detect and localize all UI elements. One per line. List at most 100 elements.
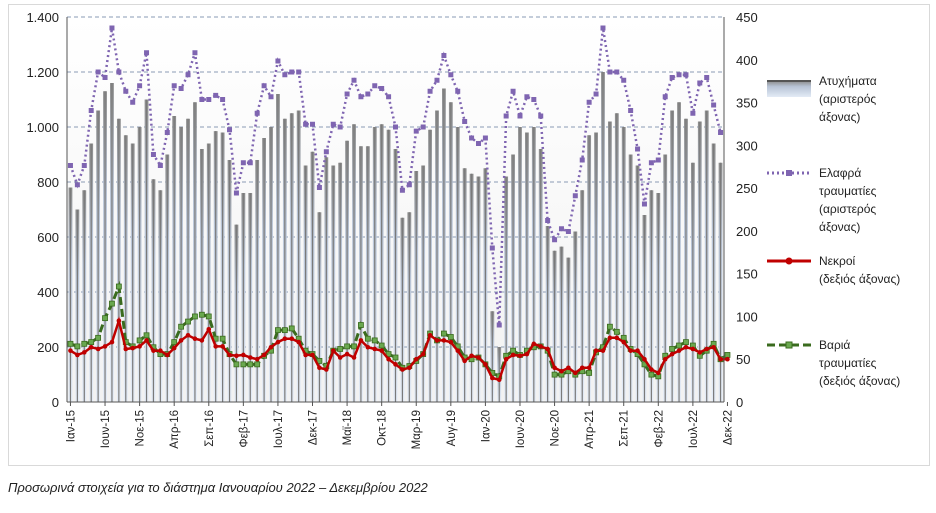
point-deaths-69	[545, 346, 550, 352]
point-light-injuries-8	[123, 88, 129, 94]
point-light-injuries-77	[600, 25, 606, 31]
point-light-injuries-11	[144, 50, 150, 56]
point-deaths-14	[164, 352, 170, 358]
point-deaths-87	[669, 351, 675, 357]
left-tick-label-6: 1.200	[26, 65, 59, 80]
point-light-injuries-33	[296, 69, 302, 75]
point-deaths-82	[635, 348, 640, 353]
point-light-injuries-91	[697, 80, 703, 86]
right-tick-label-5: 250	[736, 181, 758, 196]
right-tick-label-7: 350	[736, 96, 758, 111]
point-deaths-47	[393, 362, 398, 367]
point-light-injuries-10	[137, 83, 143, 89]
legend-item-light-injuries: Ελαφρά τραυματίες (αριστερός άξονας)	[767, 166, 880, 234]
point-serious-injuries-39	[337, 346, 344, 352]
point-deaths-12	[151, 348, 156, 353]
point-serious-injuries-15	[171, 339, 178, 346]
right-tick-label-2: 100	[736, 309, 758, 324]
point-deaths-73	[573, 370, 578, 376]
left-tick-label-0: 0	[52, 395, 59, 410]
point-deaths-71	[559, 368, 564, 374]
point-deaths-54	[441, 338, 447, 343]
x-tick-label-19: Δεκ-22	[722, 410, 734, 445]
legend-label-deaths-line1: Νεκροί	[819, 254, 856, 268]
point-light-injuries-54	[441, 53, 447, 58]
point-deaths-76	[593, 348, 599, 353]
point-serious-injuries-7	[115, 283, 122, 290]
legend-label-accidents-line1: Ατυχήματα	[819, 74, 877, 88]
point-deaths-62	[496, 377, 502, 383]
x-tick-label-18: Ιουλ-22	[688, 410, 700, 448]
point-deaths-57	[462, 358, 467, 364]
right-tick-label-0: 0	[736, 395, 743, 410]
point-serious-injuries-75	[586, 370, 593, 376]
point-deaths-58	[469, 353, 474, 359]
legend-marker-light-injuries	[786, 170, 792, 176]
point-deaths-94	[718, 356, 723, 362]
point-light-injuries-40	[344, 91, 350, 97]
point-deaths-93	[711, 344, 716, 350]
point-light-injuries-93	[711, 102, 717, 108]
point-deaths-75	[586, 365, 592, 371]
point-deaths-5	[102, 344, 108, 349]
point-light-injuries-18	[192, 50, 198, 56]
point-serious-injuries-24	[233, 361, 240, 368]
point-deaths-22	[220, 344, 225, 349]
x-tick-label-17: Φεβ-22	[653, 410, 665, 448]
point-light-injuries-26	[247, 160, 253, 166]
point-deaths-88	[676, 348, 682, 353]
point-deaths-53	[434, 338, 440, 343]
point-light-injuries-22	[220, 97, 226, 102]
point-serious-injuries-32	[288, 325, 295, 332]
point-light-injuries-73	[572, 193, 578, 199]
point-light-injuries-84	[648, 160, 654, 166]
point-light-injuries-89	[683, 72, 689, 78]
point-light-injuries-69	[545, 218, 551, 223]
point-light-injuries-49	[406, 182, 412, 188]
point-deaths-80	[621, 339, 627, 345]
point-light-injuries-43	[365, 91, 371, 97]
point-serious-injuries-31	[281, 327, 288, 334]
point-serious-injuries-70	[551, 371, 558, 378]
point-light-injuries-44	[372, 83, 378, 89]
point-serious-injuries-89	[683, 339, 689, 346]
point-deaths-29	[268, 344, 274, 350]
point-light-injuries-87	[669, 75, 675, 80]
point-light-injuries-75	[586, 99, 592, 105]
legend-label-serious-injuries-line3: (δεξιός άξονας)	[819, 374, 900, 388]
point-light-injuries-64	[510, 88, 516, 94]
point-deaths-90	[690, 346, 696, 352]
point-light-injuries-56	[455, 88, 461, 94]
point-deaths-95	[725, 356, 730, 362]
point-light-injuries-48	[399, 187, 405, 193]
point-deaths-34	[303, 352, 308, 358]
point-deaths-89	[683, 344, 689, 350]
point-light-injuries-74	[579, 157, 585, 163]
x-tick-label-2: Νοε-15	[135, 410, 147, 446]
point-deaths-25	[241, 352, 246, 358]
x-tick-label-16: Σεπ-21	[619, 410, 631, 447]
point-light-injuries-55	[448, 72, 454, 78]
point-deaths-56	[455, 348, 461, 353]
point-serious-injuries-20	[205, 313, 212, 320]
point-light-injuries-92	[704, 75, 710, 80]
point-deaths-11	[144, 338, 149, 343]
point-light-injuries-80	[621, 77, 627, 83]
point-serious-injuries-43	[364, 335, 371, 342]
point-light-injuries-45	[379, 86, 385, 91]
point-deaths-26	[247, 355, 253, 360]
point-light-injuries-35	[310, 121, 316, 127]
chart-frame: 0 200 400 600 800 1.000 1.200 1.400 0 50 100 150 200…	[8, 4, 930, 466]
point-deaths-2	[81, 350, 87, 355]
x-tick-label-14: Νοε-20	[550, 410, 562, 446]
point-light-injuries-88	[676, 72, 682, 78]
point-serious-injuries-10	[136, 337, 143, 344]
point-deaths-70	[552, 365, 557, 371]
point-light-injuries-86	[662, 94, 668, 100]
point-serious-injuries-40	[344, 343, 350, 350]
legend-label-light-injuries: Ελαφρά τραυματίες (αριστερός άξονας)	[819, 166, 880, 234]
x-tick-label-7: Δεκ-17	[308, 410, 320, 445]
point-serious-injuries-0	[67, 340, 74, 347]
point-light-injuries-37	[323, 149, 329, 155]
legend-label-accidents: Ατυχήματα (αριστερός άξονας)	[819, 74, 880, 124]
